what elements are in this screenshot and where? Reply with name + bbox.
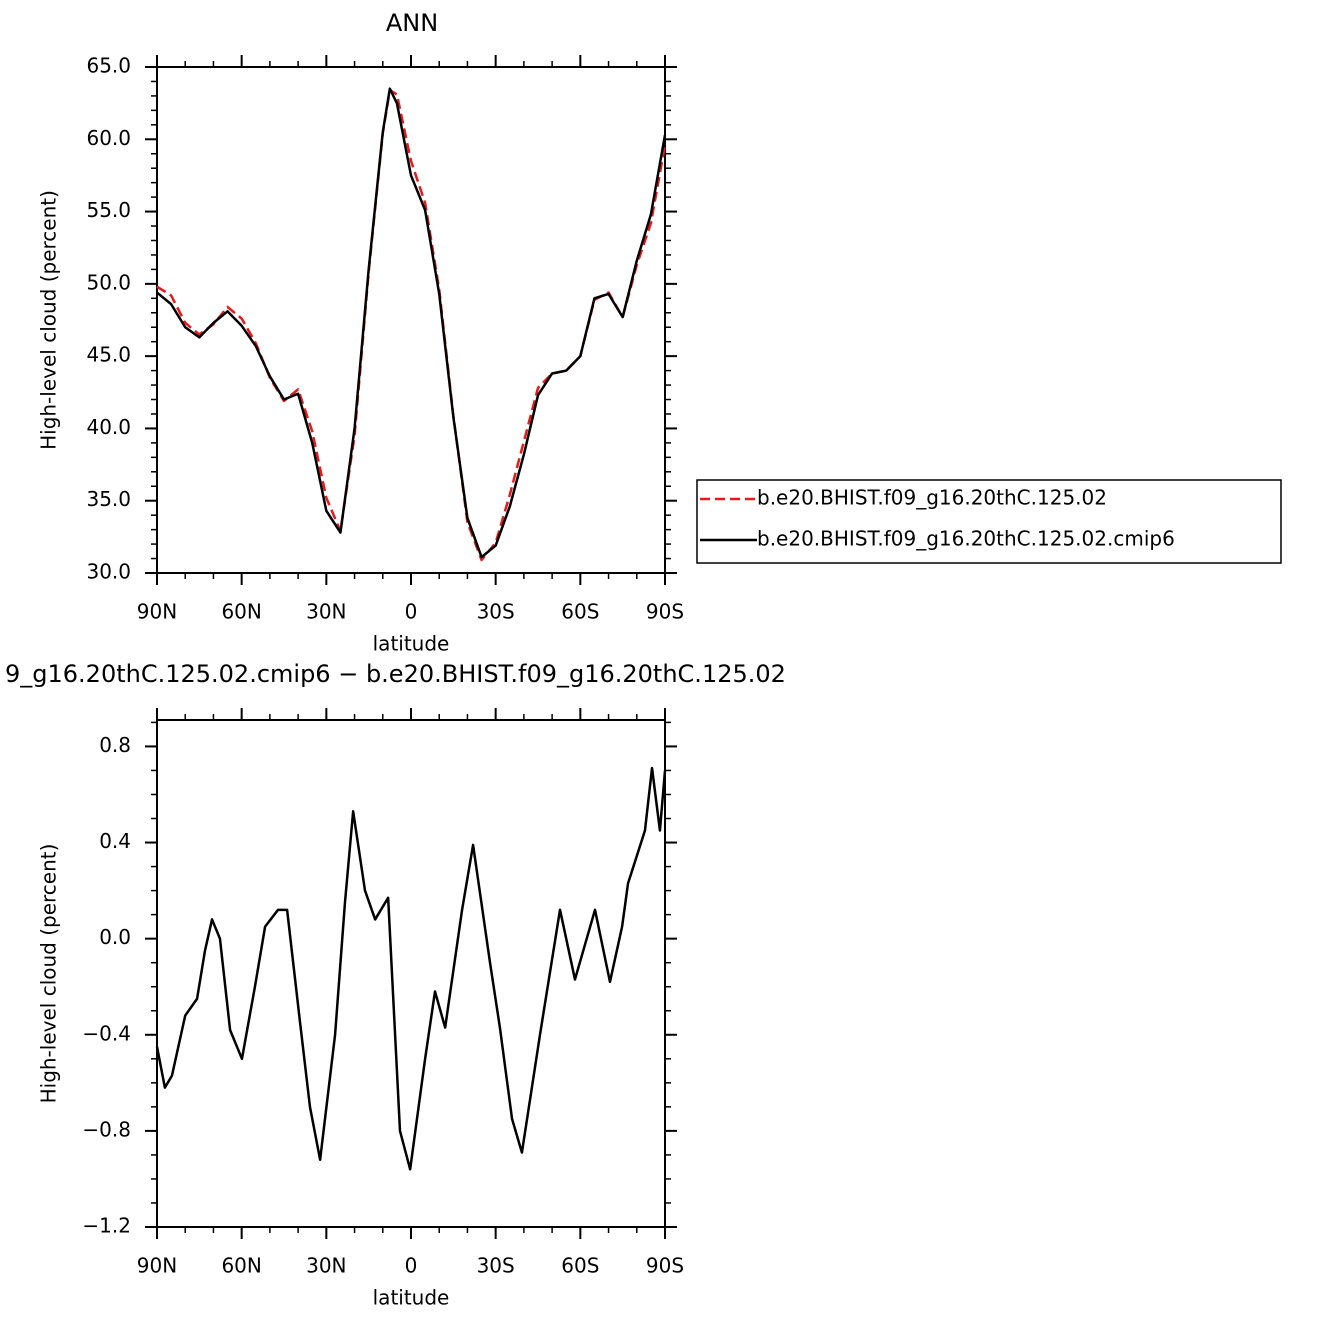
x-tick-label: 30S [477,600,515,624]
x-axis-label: latitude [373,1286,450,1310]
y-tick-label: −0.4 [82,1021,131,1045]
x-tick-label: 30N [306,1254,346,1278]
x-tick-label: 90N [137,600,177,624]
legend: b.e20.BHIST.f09_g16.20thC.125.02 b.e20.BH… [696,479,1282,564]
x-tick-label: 60S [561,1254,599,1278]
x-tick-label: 60S [561,600,599,624]
y-tick-label: 0.0 [99,925,131,949]
y-tick-label: 35.0 [86,487,131,511]
x-tick-label: 60N [221,1254,261,1278]
chart-title: 9_g16.20thC.125.02.cmip6 − b.e20.BHIST.f… [5,660,786,688]
data-line [156,88,667,562]
x-tick-label: 90S [646,1254,684,1278]
y-tick-label: 50.0 [86,270,131,294]
y-tick-label: 0.4 [99,829,131,853]
y-axis-label: High-level cloud (percent) [37,844,61,1104]
x-tick-label: 0 [405,600,418,624]
y-tick-label: 65.0 [86,54,131,78]
y-tick-label: 55.0 [86,198,131,222]
legend-box [696,479,1282,564]
y-tick-label: 60.0 [86,126,131,150]
x-tick-label: 60N [221,600,261,624]
y-tick-label: −1.2 [82,1214,131,1238]
data-line [156,87,667,559]
y-tick-label: 40.0 [86,415,131,439]
y-tick-label: 30.0 [86,560,131,584]
plot-frame [156,719,666,1228]
x-tick-label: 90N [137,1254,177,1278]
x-axis-label: latitude [373,632,450,656]
data-line [155,766,667,1171]
x-tick-label: 30S [477,1254,515,1278]
x-tick-label: 30N [306,600,346,624]
x-tick-label: 90S [646,600,684,624]
y-tick-label: 45.0 [86,343,131,367]
legend-label: b.e20.BHIST.f09_g16.20thC.125.02.cmip6 [757,527,1175,551]
y-axis-label: High-level cloud (percent) [37,190,61,450]
y-tick-label: −0.8 [82,1117,131,1141]
y-tick-label: 0.8 [99,733,131,757]
legend-label: b.e20.BHIST.f09_g16.20thC.125.02 [757,486,1107,510]
x-tick-label: 0 [405,1254,418,1278]
chart-title: ANN [386,9,438,37]
